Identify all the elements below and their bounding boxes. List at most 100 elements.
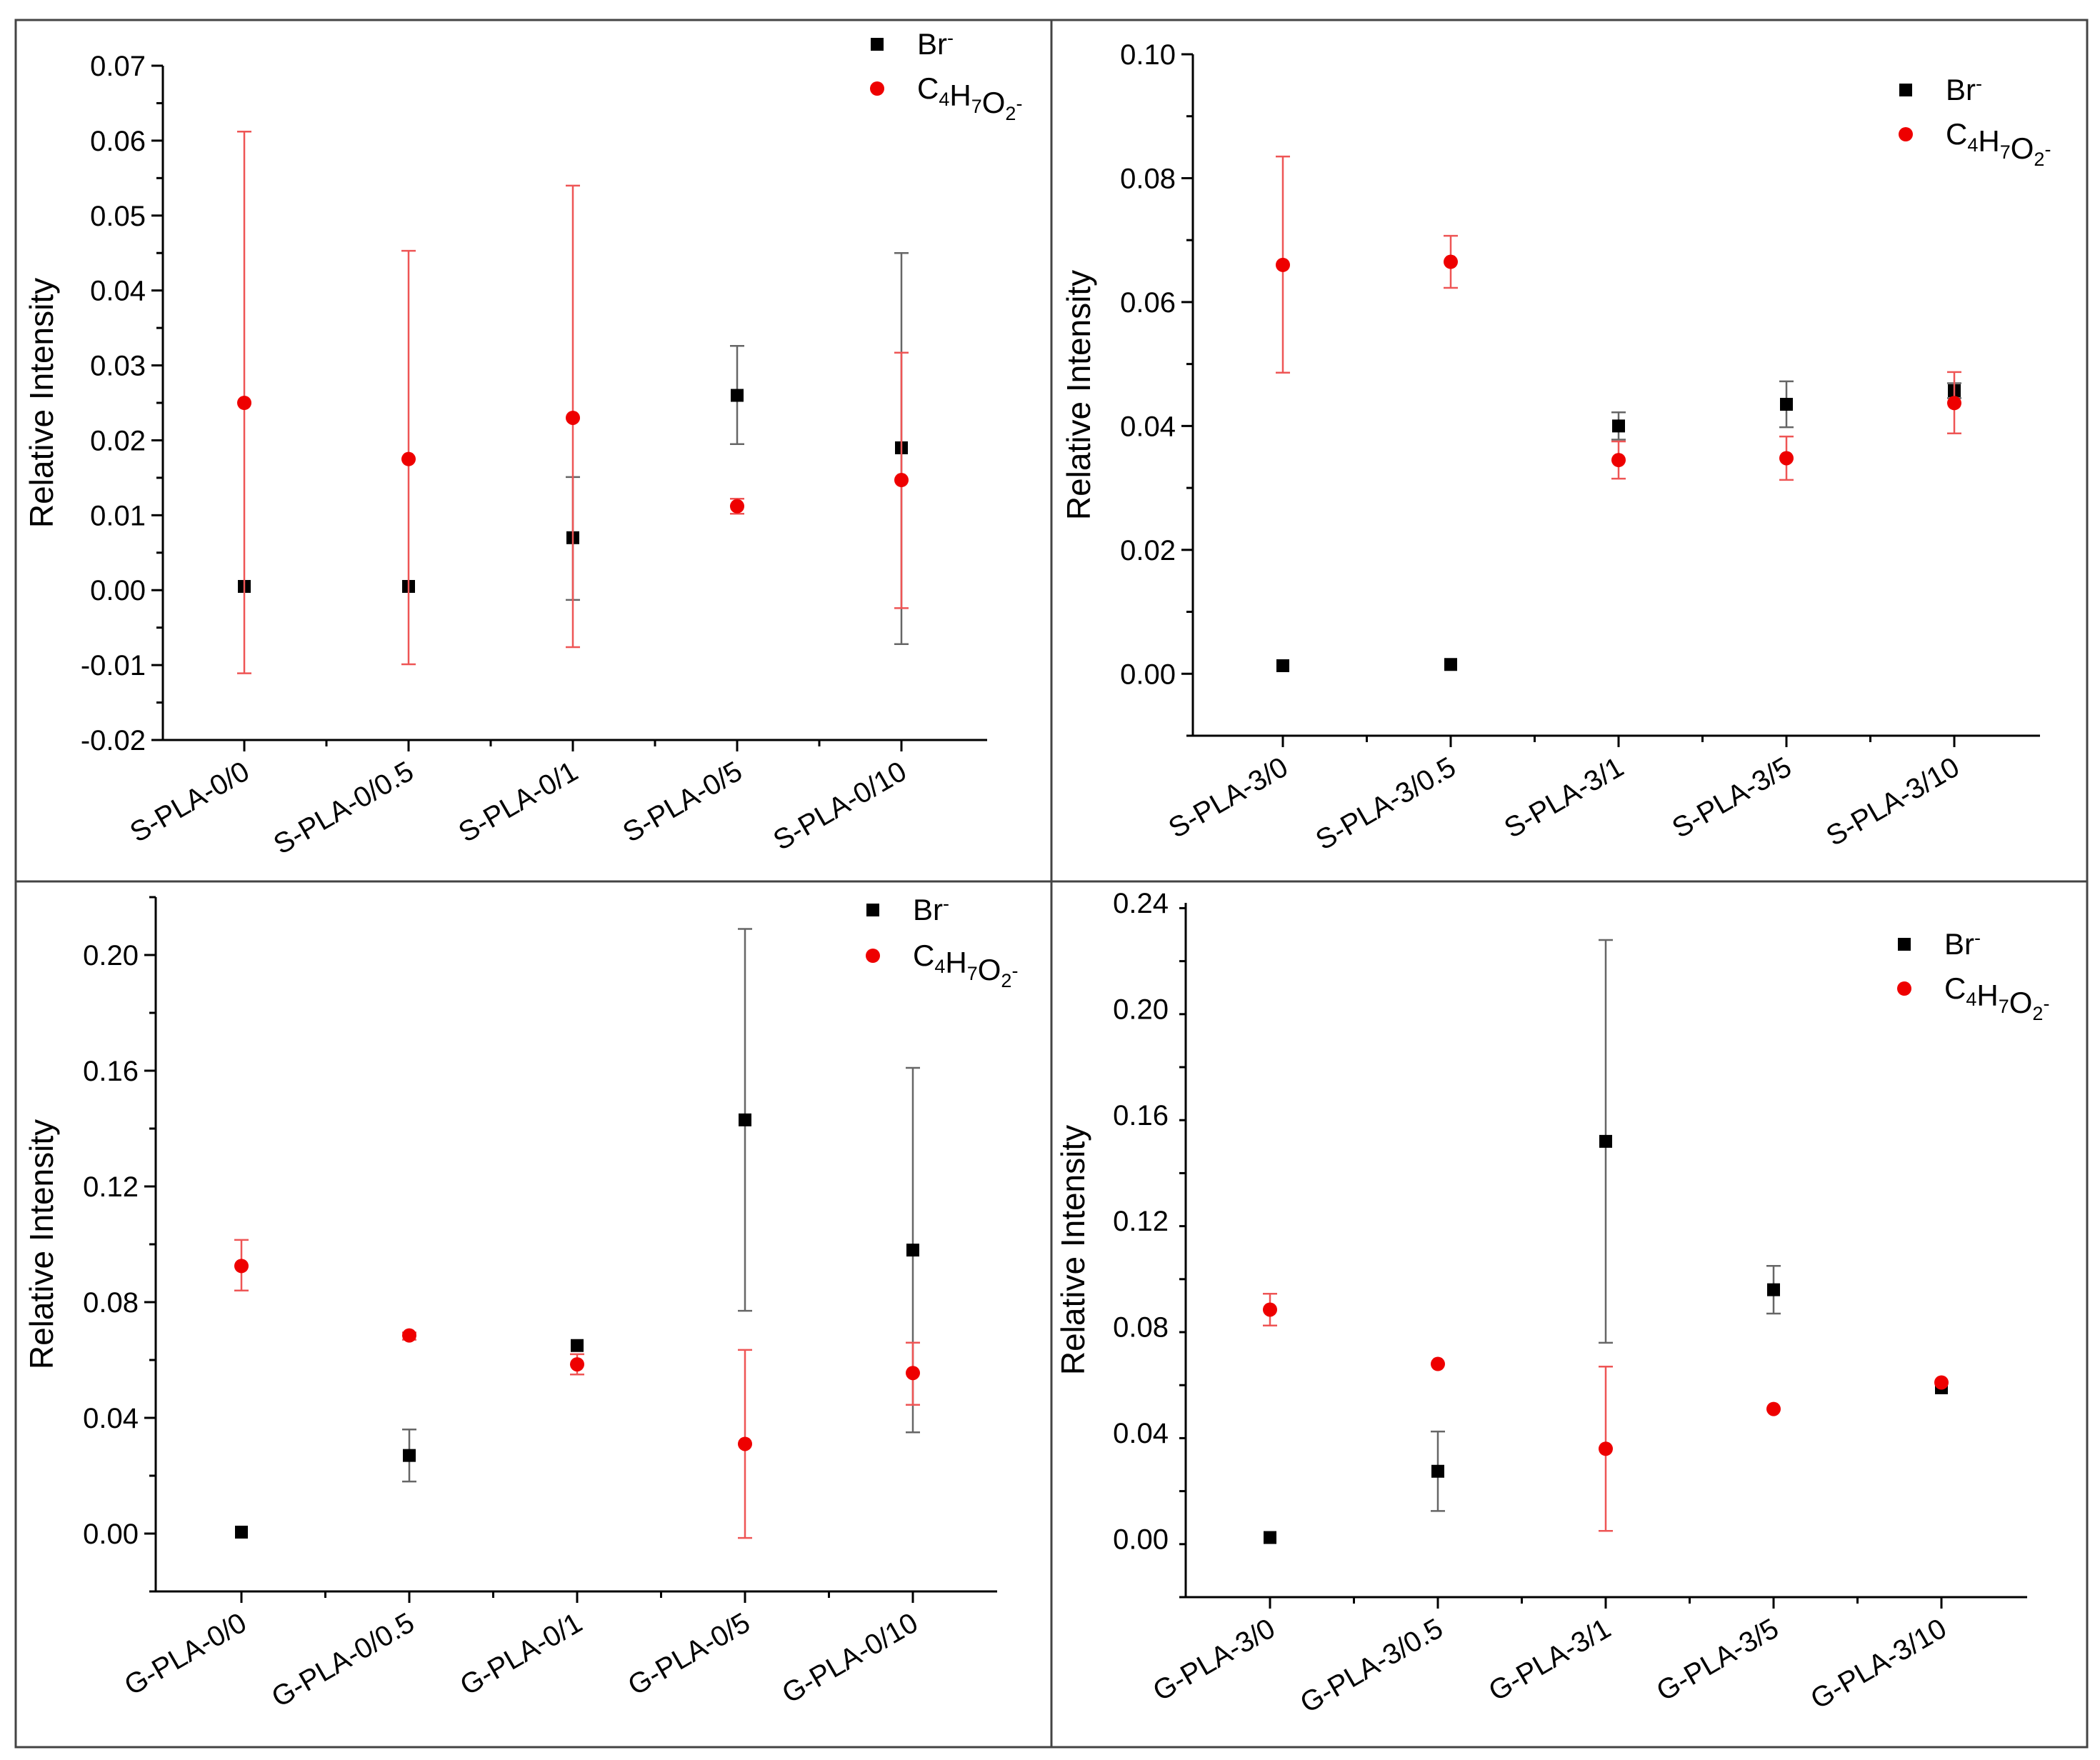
x-category-label: S-PLA-0/10 bbox=[768, 756, 911, 856]
x-category-label: G-PLA-3/5 bbox=[1651, 1613, 1784, 1708]
legend-label: Br- bbox=[1944, 927, 1981, 961]
x-category-label: G-PLA-0/0.5 bbox=[266, 1607, 420, 1714]
data-point-circle bbox=[1276, 257, 1290, 272]
data-point-square bbox=[739, 1113, 751, 1126]
y-tick-label: -0.02 bbox=[81, 725, 146, 756]
data-point-circle bbox=[570, 1357, 584, 1372]
y-axis-title: Relative Intensity bbox=[23, 1119, 60, 1369]
data-point-circle bbox=[1599, 1441, 1613, 1456]
y-tick-label: 0.03 bbox=[90, 351, 146, 382]
legend-label: Br- bbox=[913, 893, 949, 926]
y-tick-label: 0.02 bbox=[90, 425, 146, 456]
x-category-label: G-PLA-0/1 bbox=[455, 1607, 588, 1702]
legend-marker-square bbox=[866, 904, 879, 916]
series-c4h7o2 bbox=[1276, 155, 1961, 481]
y-tick-label: 0.00 bbox=[1113, 1524, 1169, 1555]
y-axis-title: Relative Intensity bbox=[1060, 270, 1097, 520]
y-tick-label: 0.02 bbox=[1120, 535, 1176, 566]
x-category-label: G-PLA-0/0 bbox=[119, 1607, 252, 1702]
series-br bbox=[1276, 380, 1961, 672]
y-tick-label: 0.01 bbox=[90, 500, 146, 531]
legend-label: Br- bbox=[1946, 73, 1982, 106]
x-category-label: S-PLA-3/0.5 bbox=[1311, 751, 1461, 856]
data-point-circle bbox=[402, 1328, 416, 1343]
data-point-circle bbox=[1947, 396, 1961, 411]
legend-label: Br- bbox=[917, 27, 954, 61]
y-tick-label: 0.05 bbox=[90, 201, 146, 232]
panel-g-pla-0: 0.000.040.080.120.160.20G-PLA-0/0 G-PLA-0… bbox=[23, 893, 1018, 1714]
panel-s-pla-3: 0.000.020.040.060.080.10S-PLA-3/0 S-PLA-3… bbox=[1060, 39, 2051, 856]
data-point-circle bbox=[1431, 1356, 1445, 1371]
x-category-label: S-PLA-0/0 bbox=[125, 756, 255, 849]
x-category-label: G-PLA-0/5 bbox=[623, 1607, 756, 1702]
x-category-label: G-PLA-3/0 bbox=[1148, 1613, 1281, 1708]
data-point-square bbox=[571, 1339, 584, 1352]
legend-marker-square bbox=[871, 38, 884, 51]
y-tick-label: 0.16 bbox=[1113, 1100, 1169, 1131]
y-tick-label: 0.10 bbox=[1120, 39, 1176, 71]
data-point-square bbox=[906, 1244, 919, 1257]
y-tick-label: -0.01 bbox=[81, 650, 146, 681]
data-point-circle bbox=[738, 1436, 752, 1451]
y-tick-label: 0.08 bbox=[83, 1287, 139, 1319]
data-point-circle bbox=[906, 1366, 920, 1381]
data-point-circle bbox=[1263, 1302, 1277, 1317]
data-point-square bbox=[731, 389, 744, 402]
data-point-square bbox=[1599, 1134, 1612, 1148]
y-tick-label: 0.12 bbox=[1113, 1206, 1169, 1237]
data-point-circle bbox=[401, 451, 416, 466]
data-point-circle bbox=[1444, 254, 1458, 269]
data-point-circle bbox=[1611, 453, 1626, 468]
x-category-label: S-PLA-3/0 bbox=[1164, 751, 1294, 844]
data-point-square bbox=[1767, 1283, 1780, 1296]
y-tick-label: 0.20 bbox=[1113, 994, 1169, 1025]
y-axis-title: Relative Intensity bbox=[1054, 1125, 1091, 1375]
x-category-label: G-PLA-3/1 bbox=[1484, 1613, 1616, 1708]
y-tick-label: 0.00 bbox=[83, 1519, 139, 1550]
data-point-square bbox=[1264, 1531, 1276, 1544]
data-point-circle bbox=[894, 473, 909, 488]
y-tick-label: 0.12 bbox=[83, 1171, 139, 1203]
y-tick-label: 0.06 bbox=[1120, 287, 1176, 319]
series-c4h7o2 bbox=[234, 1239, 920, 1539]
legend-marker-circle bbox=[1897, 981, 1911, 996]
y-tick-label: 0.07 bbox=[90, 51, 146, 82]
legend-label: C4H7O2- bbox=[917, 71, 1022, 124]
data-point-square bbox=[1431, 1464, 1444, 1478]
y-tick-label: 0.20 bbox=[83, 940, 139, 971]
y-tick-label: 0.08 bbox=[1113, 1312, 1169, 1344]
y-tick-label: 0.04 bbox=[1120, 411, 1176, 442]
legend-marker-square bbox=[1898, 938, 1911, 951]
panel-s-pla-0: -0.02 -0.01 0.00 0.01 0.02 0.03 0.04 0.05 0.06 0.… bbox=[23, 27, 1022, 861]
y-tick-label: 0.16 bbox=[83, 1056, 139, 1087]
series-br bbox=[235, 928, 920, 1539]
data-point-circle bbox=[237, 396, 251, 410]
data-point-square bbox=[1780, 398, 1793, 411]
data-point-square bbox=[1612, 419, 1625, 433]
legend-label: C4H7O2- bbox=[1946, 117, 2051, 170]
panel-g-pla-3: 0.000.040.080.120.160.200.24G-PLA-3/0 G-P… bbox=[1054, 888, 2049, 1719]
x-category-label: S-PLA-3/1 bbox=[1499, 751, 1629, 844]
y-tick-label: 0.04 bbox=[83, 1403, 139, 1434]
legend-label: C4H7O2- bbox=[1944, 971, 2049, 1024]
y-tick-label: 0.04 bbox=[90, 276, 146, 307]
y-tick-label: 0.04 bbox=[1113, 1418, 1169, 1449]
data-point-circle bbox=[1779, 451, 1794, 466]
x-category-label: S-PLA-3/5 bbox=[1667, 751, 1797, 844]
data-point-circle bbox=[234, 1259, 249, 1274]
y-tick-label: 0.00 bbox=[1120, 659, 1176, 690]
x-category-label: G-PLA-3/10 bbox=[1806, 1613, 1952, 1716]
data-point-square bbox=[1444, 658, 1457, 671]
legend-marker-circle bbox=[1899, 127, 1913, 141]
y-tick-label: 0.24 bbox=[1113, 888, 1169, 919]
series-c4h7o2 bbox=[1263, 1292, 1949, 1532]
y-tick-label: 0.06 bbox=[90, 126, 146, 157]
legend-marker-square bbox=[1899, 84, 1912, 96]
x-category-label: G-PLA-3/0.5 bbox=[1295, 1613, 1449, 1719]
y-tick-label: 0.00 bbox=[90, 575, 146, 606]
data-point-square bbox=[1276, 659, 1289, 672]
legend-marker-circle bbox=[866, 949, 880, 963]
x-category-label: S-PLA-0/0.5 bbox=[269, 756, 419, 861]
data-point-circle bbox=[1934, 1375, 1949, 1390]
